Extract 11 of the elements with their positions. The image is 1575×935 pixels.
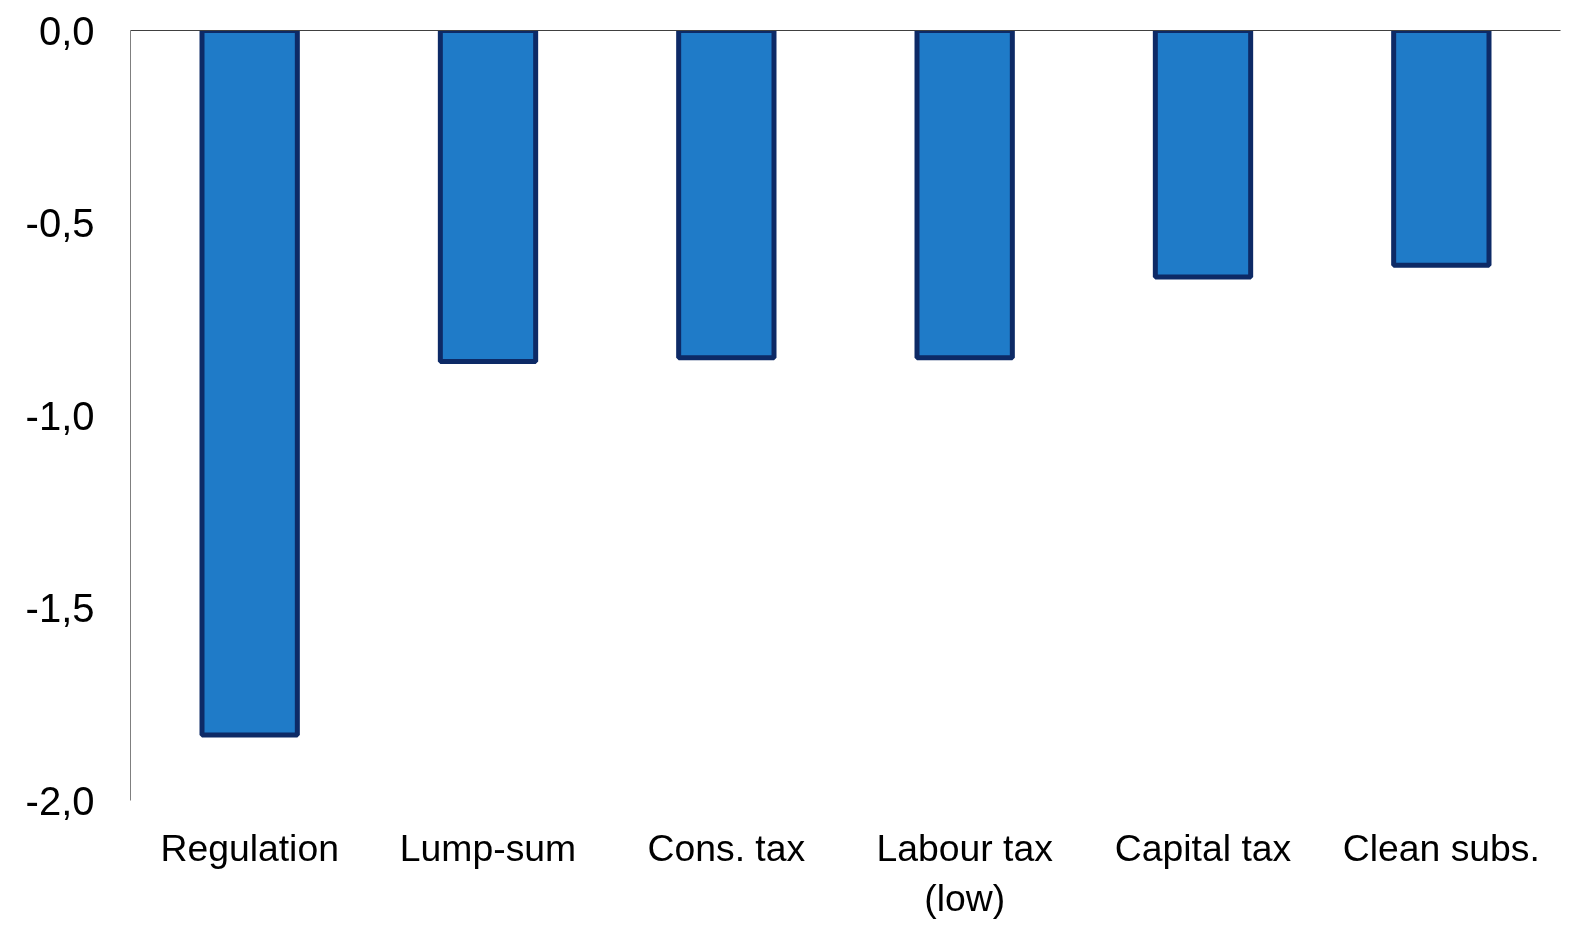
x-tick-label: Regulation bbox=[160, 826, 339, 869]
x-tick-label: Clean subs. bbox=[1342, 826, 1540, 869]
y-tick-label: 0,0 bbox=[38, 8, 95, 53]
y-tick-label: -2,0 bbox=[25, 778, 95, 823]
x-tick-label: Labour tax (low) bbox=[876, 826, 1054, 919]
y-tick-label: -0,5 bbox=[25, 201, 95, 245]
x-tick-label: Capital tax bbox=[1114, 826, 1292, 869]
y-tick-label: -1,0 bbox=[25, 393, 95, 438]
x-tick-label: Cons. tax bbox=[647, 826, 806, 869]
y-tick-label: -1,5 bbox=[25, 586, 95, 630]
x-tick-label: Lump-sum bbox=[399, 826, 577, 869]
